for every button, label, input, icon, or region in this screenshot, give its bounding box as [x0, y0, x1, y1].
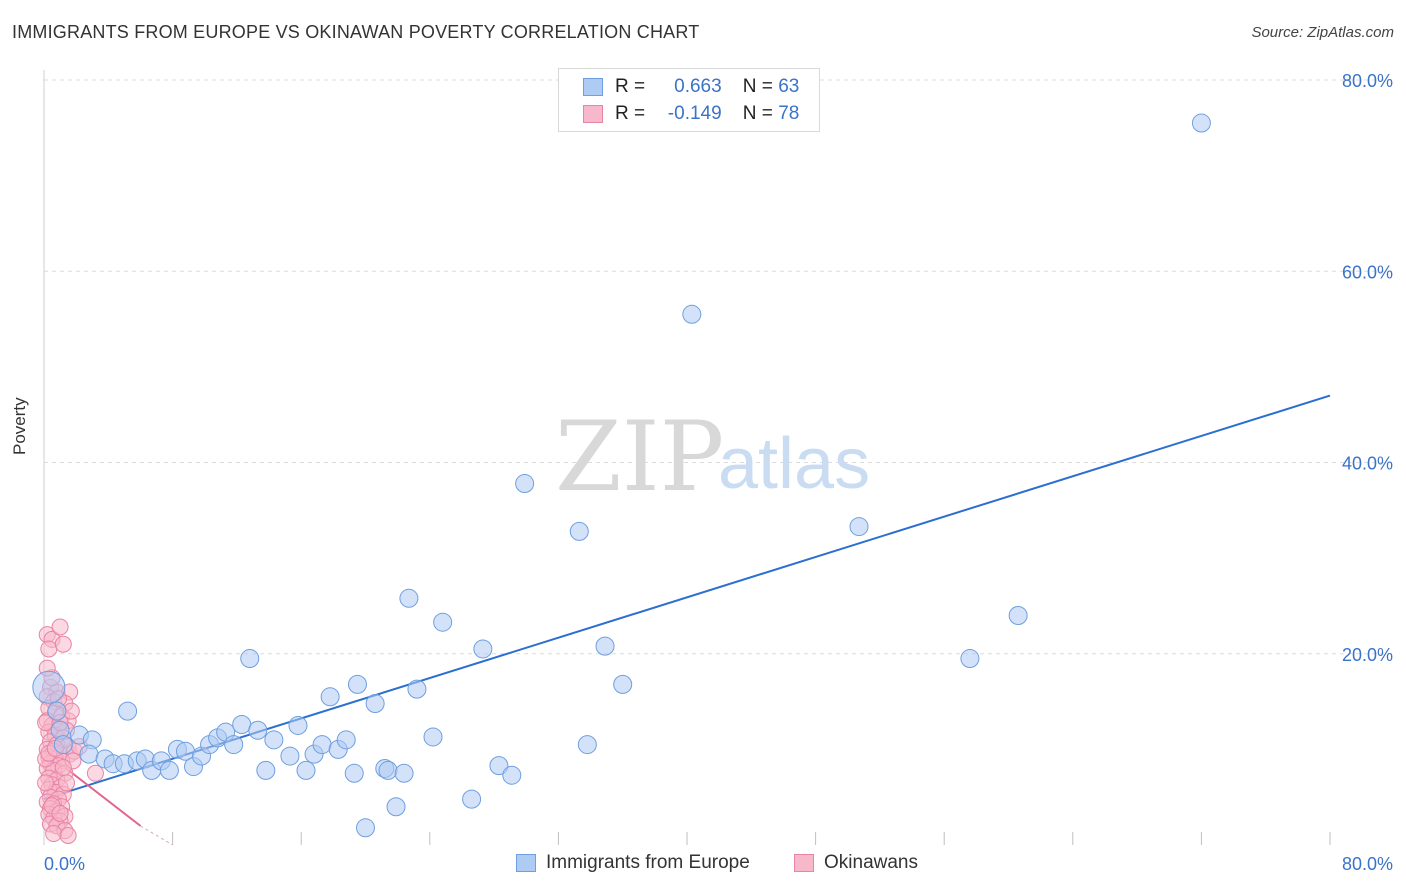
y-tick-label: 20.0% — [1342, 645, 1393, 665]
europe-point — [1008, 606, 1028, 625]
europe-point — [344, 763, 364, 783]
europe-point — [595, 636, 615, 656]
okinawans-point — [45, 825, 63, 843]
okinawans-point — [86, 764, 104, 782]
okinawans-point — [54, 759, 72, 777]
y-tick-label: 80.0% — [1342, 71, 1393, 91]
watermark-zip: ZIP — [555, 401, 724, 513]
bottom-legend-europe: Immigrants from Europe — [516, 852, 750, 874]
legend-n-value: 63 — [778, 76, 800, 97]
europe-point — [118, 701, 138, 721]
europe-point — [515, 474, 535, 494]
europe-point — [462, 789, 482, 809]
europe-point — [280, 746, 300, 766]
europe-point — [256, 760, 276, 780]
europe-point — [613, 674, 633, 694]
okinawans-point — [51, 804, 69, 822]
europe-point — [347, 674, 367, 694]
europe-point — [407, 679, 427, 699]
stats-legend: R = 0.663 N = 63 R = -0.149 N = 78 — [558, 68, 820, 132]
okinawans-point — [40, 640, 58, 658]
bottom-legend-label: Okinawans — [824, 852, 918, 873]
europe-point — [378, 760, 398, 780]
bottom-legend-label: Immigrants from Europe — [546, 852, 750, 873]
x-tick-label-max: 80.0% — [1342, 854, 1393, 874]
okinawans-point — [51, 618, 69, 636]
europe-point — [159, 760, 179, 780]
europe-point — [296, 760, 316, 780]
legend-n-label: N = — [742, 76, 773, 97]
bottom-legend-okinawans: Okinawans — [794, 852, 918, 874]
europe-point — [53, 735, 73, 755]
europe-point — [264, 730, 284, 750]
europe-point — [577, 735, 597, 755]
europe-point — [433, 612, 453, 632]
europe-point — [232, 715, 252, 735]
europe-point — [399, 588, 419, 608]
europe-point — [960, 649, 980, 669]
europe-point — [682, 304, 702, 324]
europe-point — [849, 517, 869, 537]
data-points — [32, 113, 1211, 844]
bottom-legend-swatch-blue — [516, 854, 536, 872]
y-tick-labels: 20.0% 40.0% 60.0% 80.0% — [1342, 71, 1393, 665]
legend-swatch-blue — [583, 78, 603, 96]
y-tick-label: 60.0% — [1342, 262, 1393, 282]
legend-n-value: 78 — [778, 103, 800, 124]
europe-point — [489, 756, 509, 776]
europe-point — [356, 818, 375, 838]
europe-point — [1191, 113, 1211, 133]
watermark-atlas: atlas — [718, 424, 870, 504]
source-label: Source: ZipAtlas.com — [1251, 24, 1394, 41]
chart-title: IMMIGRANTS FROM EUROPE VS OKINAWAN POVER… — [12, 22, 700, 42]
europe-point — [394, 763, 414, 783]
europe-point — [473, 639, 493, 659]
legend-n-label: N = — [742, 103, 773, 124]
legend-r-label: R = — [615, 76, 646, 97]
x-tick-label-min: 0.0% — [44, 854, 85, 874]
legend-r-value: 0.663 — [674, 76, 722, 97]
okinawans-trend-extension — [140, 825, 173, 846]
europe-point — [423, 727, 443, 747]
legend-row-okinawans: R = -0.149 N = 78 — [583, 102, 799, 126]
europe-point — [240, 649, 260, 669]
europe-point — [32, 670, 66, 704]
gridlines — [44, 79, 1393, 655]
europe-point — [569, 521, 589, 541]
legend-r-value: -0.149 — [667, 103, 722, 124]
europe-point — [224, 735, 244, 755]
okinawans-point — [59, 826, 77, 844]
legend-r-label: R = — [615, 103, 646, 124]
europe-point — [336, 730, 356, 750]
legend-swatch-pink — [583, 105, 603, 123]
europe-point — [47, 701, 67, 721]
europe-point — [365, 693, 385, 713]
europe-point — [386, 797, 406, 817]
okinawans-point — [37, 774, 55, 792]
europe-point — [288, 715, 308, 735]
x-axis-ticks — [172, 832, 1331, 845]
europe-point — [320, 687, 340, 707]
bottom-legend-swatch-pink — [794, 854, 814, 872]
okinawans-point — [58, 774, 76, 792]
europe-point — [312, 735, 332, 755]
europe-point — [248, 720, 268, 740]
watermark: ZIP atlas — [555, 401, 870, 513]
europe-point — [79, 744, 99, 764]
legend-row-europe: R = 0.663 N = 63 — [583, 75, 799, 99]
europe-point — [502, 765, 522, 785]
okinawans-point — [54, 635, 72, 653]
y-tick-label: 40.0% — [1342, 454, 1393, 474]
